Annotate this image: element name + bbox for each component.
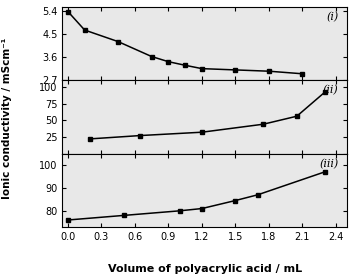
Text: (iii): (iii) [319,159,339,169]
Text: Volume of polyacrylic acid / mL: Volume of polyacrylic acid / mL [108,264,302,274]
Text: (ii): (ii) [323,85,339,96]
Text: Ionic conductivity / mScm⁻¹: Ionic conductivity / mScm⁻¹ [2,38,12,199]
Text: (i): (i) [326,12,339,22]
